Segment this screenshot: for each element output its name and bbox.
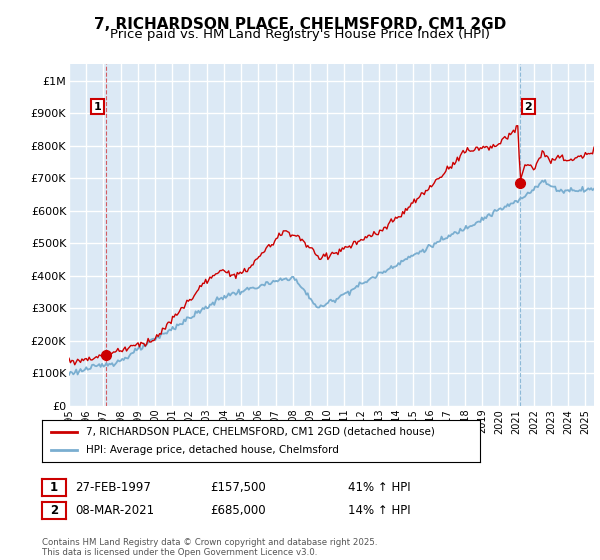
Text: 08-MAR-2021: 08-MAR-2021 xyxy=(75,504,154,517)
Text: 2: 2 xyxy=(50,504,58,517)
Text: 7, RICHARDSON PLACE, CHELMSFORD, CM1 2GD: 7, RICHARDSON PLACE, CHELMSFORD, CM1 2GD xyxy=(94,17,506,32)
Text: 41% ↑ HPI: 41% ↑ HPI xyxy=(348,480,410,494)
Text: 14% ↑ HPI: 14% ↑ HPI xyxy=(348,504,410,517)
Text: 7, RICHARDSON PLACE, CHELMSFORD, CM1 2GD (detached house): 7, RICHARDSON PLACE, CHELMSFORD, CM1 2GD… xyxy=(86,427,434,437)
Text: £157,500: £157,500 xyxy=(210,480,266,494)
Text: 1: 1 xyxy=(50,480,58,494)
Text: 27-FEB-1997: 27-FEB-1997 xyxy=(75,480,151,494)
Text: 1: 1 xyxy=(94,102,101,111)
Text: 2: 2 xyxy=(524,102,532,111)
Text: Contains HM Land Registry data © Crown copyright and database right 2025.
This d: Contains HM Land Registry data © Crown c… xyxy=(42,538,377,557)
Text: £685,000: £685,000 xyxy=(210,504,266,517)
Text: HPI: Average price, detached house, Chelmsford: HPI: Average price, detached house, Chel… xyxy=(86,445,338,455)
Text: Price paid vs. HM Land Registry's House Price Index (HPI): Price paid vs. HM Land Registry's House … xyxy=(110,28,490,41)
